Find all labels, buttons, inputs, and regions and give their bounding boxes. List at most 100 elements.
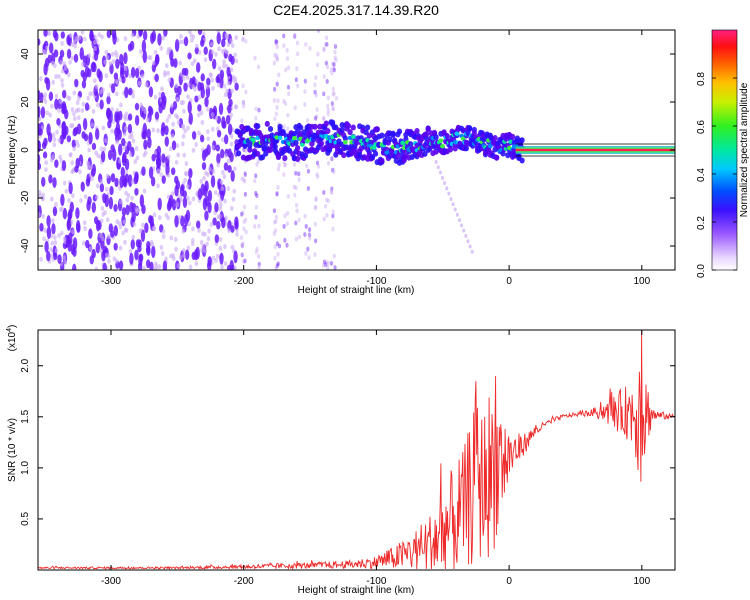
spectrogram-noise-cell: [90, 168, 96, 177]
spectrogram-streak-cell: [244, 217, 248, 223]
spectrogram-noise-cell: [104, 73, 109, 79]
spectrogram-streak-cell: [242, 177, 246, 183]
spectrogram-streak-cell: [306, 118, 310, 123]
spectrogram-noise-cell: [214, 115, 219, 121]
spectrogram-noise-cell: [75, 207, 80, 219]
spectrogram-streak-cell: [322, 216, 326, 222]
spectrogram-noise-cell: [185, 184, 190, 190]
spectrogram-streak-cell: [275, 53, 279, 59]
spectrogram-noise-cell: [81, 240, 86, 246]
spectrogram-streak-cell: [283, 162, 287, 168]
spectrogram-noise-cell: [142, 50, 148, 63]
spectrogram-streak-cell: [241, 103, 246, 109]
spectrogram-noise-cell: [205, 172, 210, 178]
spectrogram-noise-cell: [124, 111, 129, 117]
spectrogram-streak-cell: [242, 226, 246, 232]
spectrogram-streak-cell: [332, 253, 336, 259]
spectrogram-noise-cell: [47, 131, 53, 143]
spectrogram-noise-cell: [61, 160, 67, 172]
spectrogram-noise-cell: [216, 32, 221, 45]
spectrogram-streak-cell: [303, 78, 307, 84]
spectrogram-noise-cell: [176, 263, 181, 269]
spectrogram-signal-halo: [350, 124, 356, 131]
spectrogram-noise-cell: [61, 89, 67, 99]
spectrogram-tail-cell: [449, 196, 453, 201]
spectrogram-noise-cell: [203, 46, 208, 55]
spectrogram-noise-cell: [182, 252, 186, 258]
spectrogram-noise-cell: [38, 193, 42, 199]
spectrogram-noise-cell: [175, 114, 180, 120]
spectrogram-noise-cell: [204, 210, 209, 221]
spectrogram-noise-cell: [108, 223, 113, 233]
spectrogram-noise-cell: [183, 177, 187, 183]
spectrogram-streak-cell: [314, 75, 318, 81]
spectrogram-noise-cell: [206, 144, 211, 156]
spectrogram-streak-cell: [254, 106, 258, 112]
spectrogram-streak-cell: [297, 177, 301, 183]
spectrogram-streak-cell: [322, 46, 326, 52]
spectrogram-noise-cell: [52, 142, 57, 148]
spectrogram-streak-cell: [332, 65, 336, 71]
spectrogram-streak-cell: [243, 258, 247, 264]
spectrogram-streak-cell: [329, 67, 333, 72]
spectrogram-noise-cell: [68, 208, 73, 220]
spectrogram-noise-cell: [207, 256, 212, 267]
spectrogram-noise-cell: [214, 202, 219, 213]
spectrogram-streak-cell: [330, 186, 334, 192]
spectrogram-noise-cell: [169, 253, 173, 259]
spectrogram-noise-cell: [206, 77, 211, 86]
spectrogram-noise-cell: [127, 113, 133, 121]
spectrogram-signal-halo: [272, 143, 278, 150]
spectrogram-noise-cell: [67, 198, 71, 204]
spectrogram-noise-cell: [100, 205, 105, 211]
spectrogram-noise-cell: [111, 148, 117, 162]
spectrogram-tail-cell: [455, 212, 459, 217]
spectrogram-noise-cell: [73, 53, 79, 63]
spectrogram-noise-cell: [226, 80, 231, 86]
spectrogram-noise-cell: [99, 99, 104, 110]
spectrogram-noise-cell: [134, 102, 140, 111]
spectrogram-noise-cell: [110, 106, 115, 112]
spectrogram-streak-cell: [275, 55, 279, 61]
spectrogram-noise-cell: [50, 240, 55, 246]
spectrogram-noise-cell: [74, 78, 79, 88]
spectrogram-noise-cell: [66, 219, 71, 231]
spectrogram-noise-cell: [196, 62, 201, 73]
spectrogram-noise-cell: [200, 73, 205, 82]
spectrogram-streak-cell: [294, 202, 299, 208]
spectrogram-noise-cell: [99, 183, 105, 193]
spectrogram-signal-halo: [353, 140, 360, 147]
spectrogram-noise-cell: [52, 177, 57, 189]
spectrogram-noise-cell: [114, 50, 118, 56]
snr-x-tick-label: -100: [366, 576, 386, 587]
spectrogram-signal-halo: [341, 152, 347, 159]
spectrogram-noise-cell: [216, 129, 222, 138]
spectrogram-noise-cell: [112, 32, 117, 45]
spectrogram-noise-cell: [163, 72, 167, 78]
spectrogram-streak-cell: [282, 98, 286, 104]
colorbar-gradient: [711, 29, 738, 271]
spectrogram-streak-cell: [243, 178, 247, 184]
spectrogram-noise-cell: [232, 188, 237, 194]
spectrogram-noise-cell: [127, 174, 133, 188]
spectrogram-noise-cell: [59, 230, 64, 236]
spectrogram-noise-cell: [184, 249, 190, 260]
spectrogram-streak-cell: [317, 30, 321, 33]
spectrogram-noise-cell: [41, 213, 45, 219]
spectrogram-noise-cell: [119, 67, 125, 80]
spectrogram-streak-cell: [325, 41, 329, 47]
spectrogram-streak-cell: [296, 51, 300, 57]
spectrogram-noise-cell: [45, 77, 51, 91]
spectrogram-noise-cell: [94, 128, 100, 140]
spectrogram-streak-cell: [307, 227, 312, 233]
spectrogram-noise-cell: [124, 169, 129, 175]
spectrogram-noise-cell: [46, 215, 51, 228]
spectrogram-signal-core: [350, 134, 356, 140]
spectrogram-noise-cell: [71, 139, 77, 149]
spectrogram-signal-halo: [247, 142, 253, 149]
spectrogram-noise-cell: [199, 178, 204, 184]
spectrogram-noise-cell: [102, 262, 107, 270]
spectrogram-noise-cell: [215, 144, 221, 152]
spectrogram-x-tick-label: 100: [633, 276, 650, 287]
spectrogram-noise-cell: [43, 137, 48, 147]
